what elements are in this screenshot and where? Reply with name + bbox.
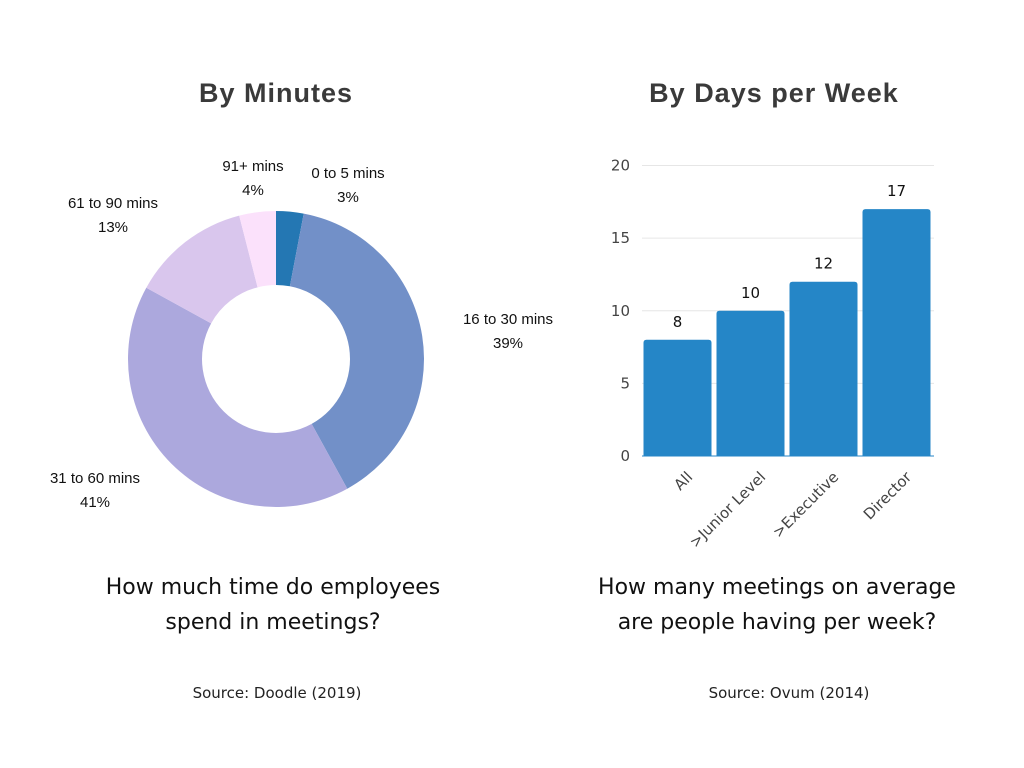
donut-slice <box>239 211 276 288</box>
donut-question-line2: spend in meetings? <box>165 610 381 635</box>
slice-label: 61 to 90 mins <box>68 195 158 212</box>
donut-question-line1: How much time do employees <box>105 575 441 600</box>
y-tick-label: 10 <box>611 302 630 320</box>
donut-question: How much time do employees spend in meet… <box>43 570 503 640</box>
slice-label: 91+ mins <box>222 158 283 175</box>
bar-data-label: 8 <box>673 313 683 331</box>
donut-chart-title: By Minutes <box>198 78 354 108</box>
bar-question: How many meetings on average are people … <box>547 570 1007 640</box>
bar-question-line1: How many meetings on average <box>598 575 956 600</box>
bar-data-label: 10 <box>741 284 760 302</box>
y-tick-label: 15 <box>611 229 630 247</box>
bar <box>643 339 712 456</box>
slice-value-label: 3% <box>337 189 359 206</box>
slice-label: 31 to 60 mins <box>50 470 140 487</box>
slice-value-label: 4% <box>242 182 264 199</box>
bar-question-line2: are people having per week? <box>617 610 937 635</box>
bar-data-label: 12 <box>814 255 833 273</box>
donut-slice <box>276 211 304 287</box>
slice-label: 0 to 5 mins <box>311 165 384 182</box>
y-tick-label: 5 <box>620 374 630 392</box>
bar <box>862 209 931 456</box>
donut-slice <box>289 213 424 489</box>
y-tick-label: 20 <box>611 157 630 175</box>
slice-label: 16 to 30 mins <box>463 311 553 328</box>
bar <box>789 281 858 456</box>
bar-data-label: 17 <box>887 182 906 200</box>
x-tick-label: Director <box>860 467 916 523</box>
slice-value-label: 13% <box>98 219 128 236</box>
donut-slice <box>128 287 348 507</box>
x-tick-label: >Executive <box>769 468 842 541</box>
bar-source: Source: Ovum (2014) <box>708 684 870 702</box>
slice-value-label: 41% <box>80 494 110 511</box>
y-tick-label: 0 <box>620 447 630 465</box>
donut-source: Source: Doodle (2019) <box>192 684 362 702</box>
donut-slice <box>146 215 258 324</box>
slice-value-label: 39% <box>493 335 523 352</box>
x-tick-label: >Junior Level <box>686 468 769 551</box>
bar-chart-title: By Days per Week <box>649 78 899 108</box>
bar <box>716 310 785 456</box>
x-tick-label: All <box>670 468 696 494</box>
